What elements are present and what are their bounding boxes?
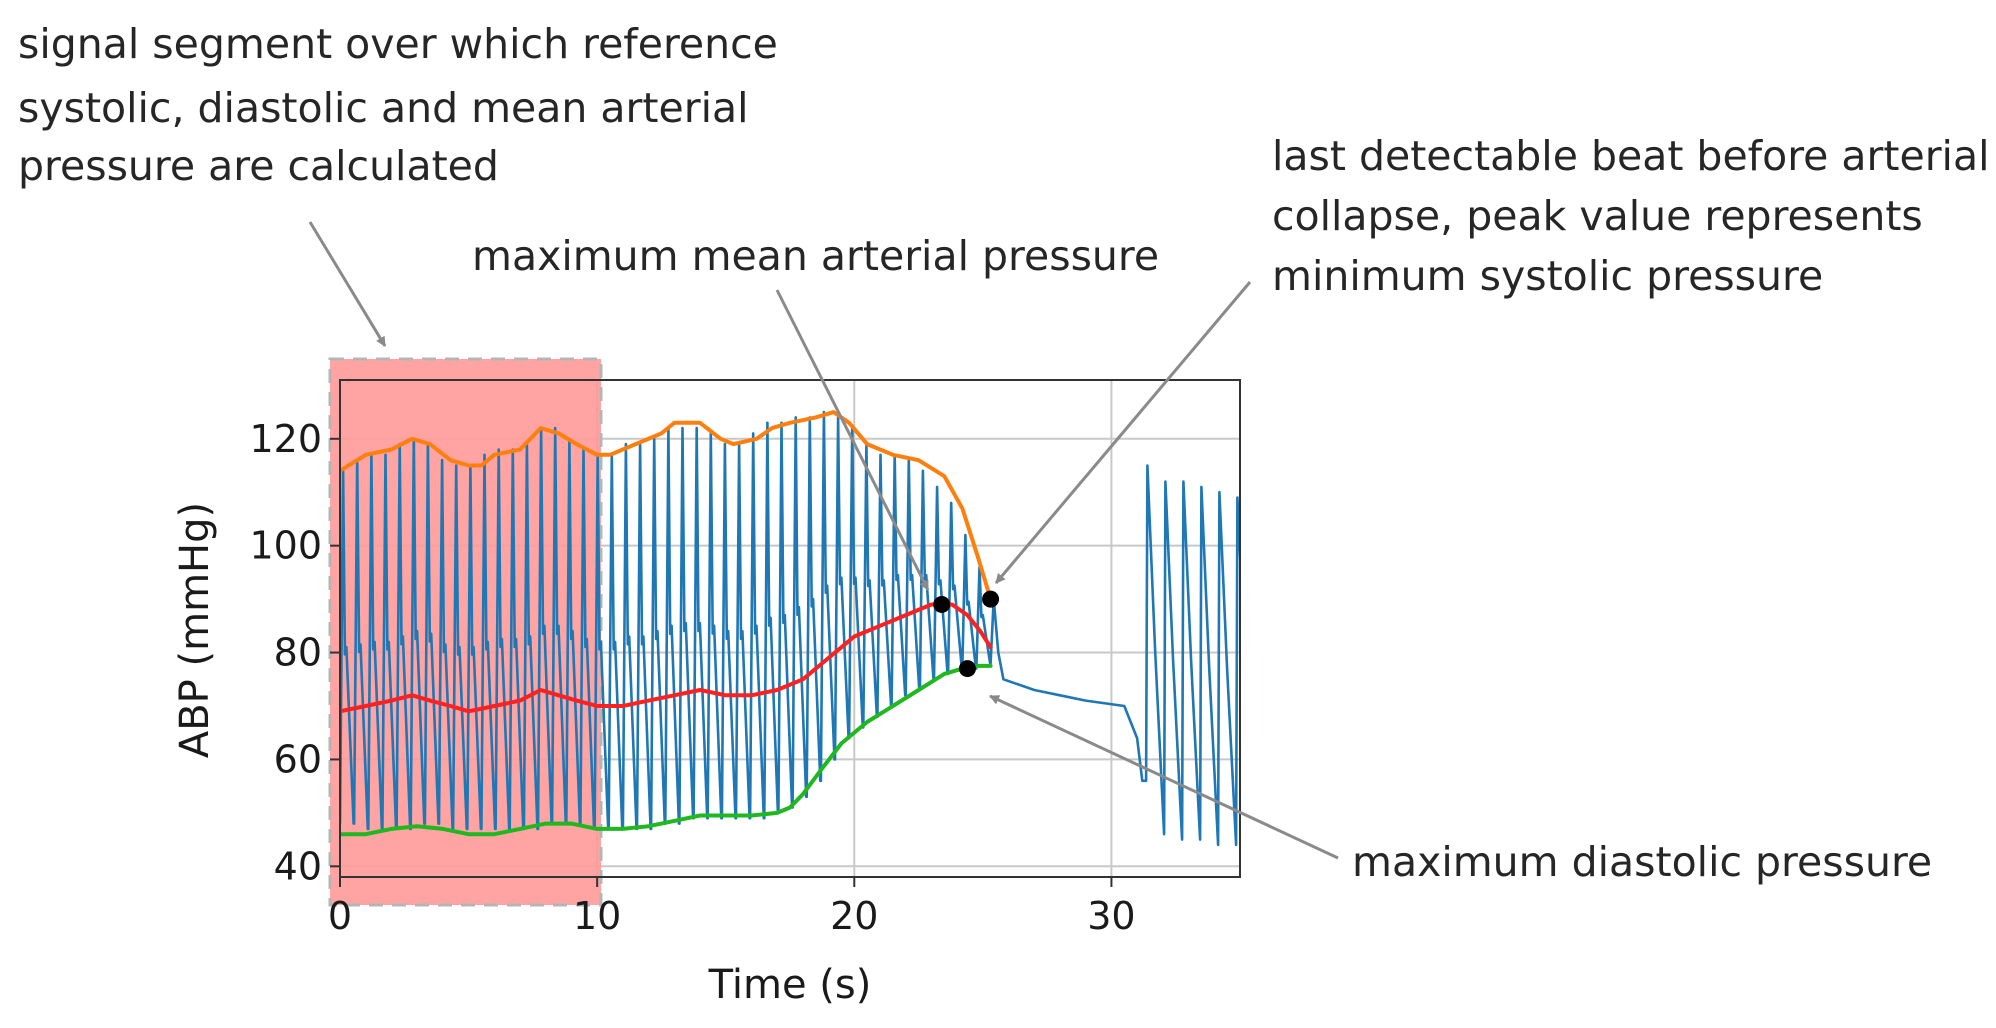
- annotation-segment-line-2: systolic, diastolic and mean arterial: [18, 84, 748, 132]
- x-axis-label: Time (s): [708, 962, 872, 1008]
- x-tick-label: 20: [830, 894, 878, 938]
- plot-frame: [339, 379, 1241, 878]
- arrow-last-beat: [994, 281, 1252, 584]
- x-tick-label: 0: [328, 894, 352, 938]
- y-tick-label: 60: [274, 737, 322, 781]
- arrow-diastolic: [989, 694, 1339, 860]
- mean-arterial-pressure-line: [340, 602, 993, 714]
- x-tick-label: 10: [573, 894, 621, 938]
- annotation-diastolic-line-1: maximum diastolic pressure: [1352, 838, 1932, 886]
- arrow-mean: [775, 289, 930, 591]
- y-tick-label: 40: [274, 844, 322, 888]
- y-tick-label: 100: [249, 524, 322, 568]
- min-systolic-pressure-point: [982, 590, 1000, 608]
- x-tick-label: 30: [1087, 894, 1135, 938]
- arrow-segment: [308, 221, 387, 347]
- annotation-last-beat-line-2: collapse, peak value represents: [1272, 192, 1923, 240]
- annotation-last-beat-line-1: last detectable beat before arterial: [1272, 132, 1989, 180]
- annotation-last-beat-line-3: minimum systolic pressure: [1272, 252, 1823, 300]
- annotation-last-beat: last detectable beat before arterial col…: [1272, 132, 1996, 300]
- y-axis-label: ABP (mmHg): [172, 502, 218, 758]
- annotation-segment-line-1: signal segment over which reference: [18, 20, 778, 68]
- annotation-segment-line-3: pressure are calculated: [18, 142, 499, 190]
- annotation-segment: signal segment over which reference syst…: [18, 20, 791, 190]
- max-diastolic-pressure-point: [958, 660, 976, 678]
- diastolic-envelope-line: [340, 663, 993, 837]
- max-mean-arterial-pressure-point: [933, 595, 951, 613]
- annotation-mean: maximum mean arterial pressure: [472, 232, 1159, 280]
- annotation-mean-line-1: maximum mean arterial pressure: [472, 232, 1159, 280]
- systolic-envelope-line: [340, 410, 993, 602]
- y-tick-label: 80: [274, 631, 322, 675]
- annotation-diastolic: maximum diastolic pressure: [1352, 838, 1932, 886]
- y-tick-label: 120: [249, 417, 322, 461]
